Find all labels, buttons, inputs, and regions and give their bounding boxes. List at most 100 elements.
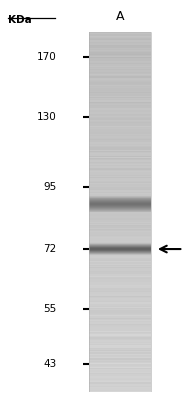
Bar <box>89 80 151 81</box>
Bar <box>89 226 151 228</box>
Bar <box>89 36 151 37</box>
Bar <box>89 206 151 207</box>
Bar <box>89 232 151 234</box>
Bar <box>89 295 151 296</box>
Bar <box>89 235 151 236</box>
Bar <box>89 334 151 336</box>
Bar <box>89 176 151 177</box>
Bar <box>89 308 151 309</box>
Bar <box>89 37 151 38</box>
Bar <box>89 103 151 104</box>
Bar <box>89 373 151 374</box>
Bar <box>89 109 151 110</box>
Bar <box>89 115 151 116</box>
Bar <box>89 198 151 199</box>
Bar <box>89 250 151 252</box>
Bar <box>89 375 151 376</box>
Bar <box>89 132 151 133</box>
Bar <box>89 120 151 121</box>
Bar <box>89 183 151 184</box>
Bar <box>89 145 151 146</box>
Bar <box>89 136 151 138</box>
Bar <box>89 73 151 74</box>
Bar <box>89 382 151 384</box>
Bar <box>89 127 151 128</box>
Bar <box>89 325 151 326</box>
Bar <box>89 286 151 288</box>
Bar <box>89 189 151 190</box>
Bar <box>89 209 151 210</box>
Bar <box>89 61 151 62</box>
Bar <box>89 63 151 64</box>
Bar <box>89 280 151 282</box>
Bar <box>89 66 151 67</box>
Bar <box>89 111 151 112</box>
Bar <box>89 312 151 313</box>
Bar <box>89 339 151 340</box>
Bar <box>89 118 151 120</box>
Bar <box>89 358 151 360</box>
Bar <box>89 364 151 366</box>
Bar <box>89 206 151 207</box>
Bar <box>89 199 151 200</box>
Bar <box>89 230 151 231</box>
Bar <box>89 222 151 223</box>
Bar <box>89 196 151 198</box>
Bar <box>89 387 151 388</box>
Bar <box>89 205 151 206</box>
Bar <box>89 316 151 318</box>
Bar <box>89 72 151 73</box>
Bar <box>89 324 151 325</box>
Bar <box>89 292 151 294</box>
Text: 72: 72 <box>43 244 57 254</box>
Bar <box>89 220 151 222</box>
Bar <box>89 122 151 123</box>
Bar <box>89 126 151 127</box>
Bar <box>89 39 151 40</box>
Bar <box>89 388 151 390</box>
Bar <box>89 177 151 178</box>
Bar <box>89 244 151 246</box>
Bar <box>89 106 151 108</box>
Bar <box>89 290 151 291</box>
Bar <box>89 236 151 237</box>
Bar <box>89 391 151 392</box>
Bar <box>89 129 151 130</box>
Bar <box>89 212 151 213</box>
Bar <box>89 297 151 298</box>
Bar <box>89 285 151 286</box>
Bar <box>89 229 151 230</box>
Bar <box>89 288 151 289</box>
Bar <box>89 213 151 214</box>
Bar <box>89 273 151 274</box>
Bar <box>89 210 151 211</box>
Bar <box>89 207 151 208</box>
Bar <box>89 379 151 380</box>
Bar <box>89 321 151 322</box>
Bar <box>89 211 151 212</box>
Bar <box>89 298 151 300</box>
Bar <box>89 164 151 165</box>
Bar <box>89 146 151 147</box>
Bar <box>89 327 151 328</box>
Bar <box>89 144 151 145</box>
Bar <box>89 67 151 68</box>
Bar <box>89 246 151 247</box>
Bar <box>89 40 151 42</box>
Bar <box>89 203 151 204</box>
Bar <box>89 374 151 375</box>
Bar <box>89 315 151 316</box>
Bar <box>89 140 151 141</box>
Bar <box>89 328 151 330</box>
Bar <box>89 370 151 372</box>
Bar <box>89 160 151 162</box>
Bar <box>89 195 151 196</box>
Bar <box>89 333 151 334</box>
Bar <box>89 96 151 97</box>
Bar <box>89 386 151 387</box>
Bar <box>89 195 151 196</box>
Bar <box>89 190 151 192</box>
Bar <box>89 181 151 182</box>
Bar <box>89 49 151 50</box>
Bar <box>89 78 151 79</box>
